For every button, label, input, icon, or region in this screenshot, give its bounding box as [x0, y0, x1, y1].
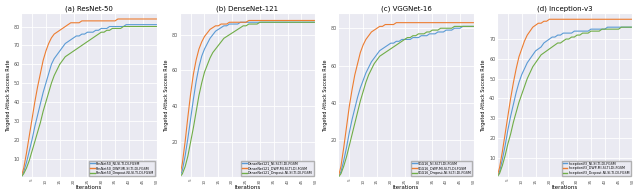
Y-axis label: Targeted Attack Success Rate: Targeted Attack Success Rate [323, 59, 328, 132]
Legend: InceptionV3_NI-SI-TI-DI-FGSM, InceptionV3_DWP-MI-SI-TI-DI-FGSM, InceptionV3_Drop: InceptionV3_NI-SI-TI-DI-FGSM, InceptionV… [562, 161, 631, 176]
X-axis label: Iterations: Iterations [552, 185, 578, 191]
Title: (a) ResNet-50: (a) ResNet-50 [65, 5, 113, 12]
Legend: VGG16_NI-SI-TI-DI-FGSM, VGG16_DWP-MI-SI-TI-DI-FGSM, VGG16_Dropout-NI-SI-TI-DI-FG: VGG16_NI-SI-TI-DI-FGSM, VGG16_DWP-MI-SI-… [411, 161, 472, 176]
Y-axis label: Targeted Attack Success Rate: Targeted Attack Success Rate [164, 59, 169, 132]
Title: (b) DenseNet-121: (b) DenseNet-121 [216, 5, 278, 12]
Y-axis label: Targeted Attack Success Rate: Targeted Attack Success Rate [6, 59, 10, 132]
Legend: DenseNet121_NI-SI-TI-DI-FGSM, DenseNet121_DWP-MI-SI-TI-DI-FGSM, DenseNet121_Drop: DenseNet121_NI-SI-TI-DI-FGSM, DenseNet12… [241, 161, 314, 176]
Y-axis label: Targeted Attack Success Rate: Targeted Attack Success Rate [481, 59, 486, 132]
Title: (c) VGGNet-16: (c) VGGNet-16 [381, 5, 431, 12]
Legend: ResNet50_NI-SI-TI-DI-FGSM, ResNet50_DWP-MI-SI-TI-DI-FGSM, ResNet50_Dropout-NI-SI: ResNet50_NI-SI-TI-DI-FGSM, ResNet50_DWP-… [89, 161, 155, 176]
X-axis label: Iterations: Iterations [393, 185, 419, 191]
X-axis label: Iterations: Iterations [234, 185, 260, 191]
X-axis label: Iterations: Iterations [76, 185, 102, 191]
Title: (d) Inception-v3: (d) Inception-v3 [537, 5, 593, 12]
